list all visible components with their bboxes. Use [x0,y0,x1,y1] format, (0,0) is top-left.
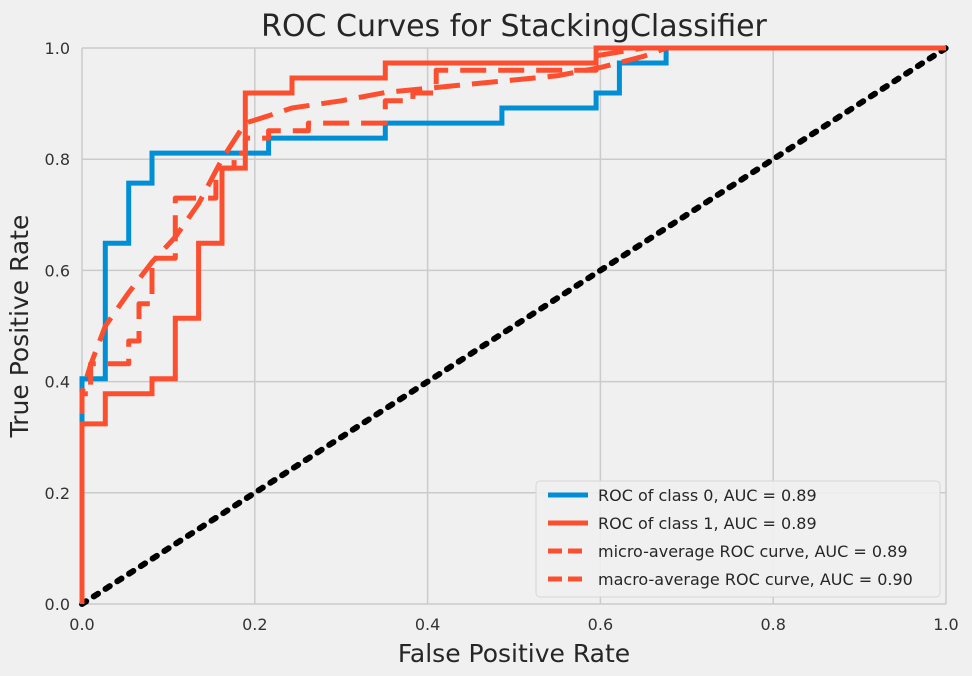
series-line-0 [79,45,946,604]
x-tick-label-1: 0.2 [242,615,267,634]
tick-labels: 0.0 0.2 0.4 0.6 0.8 1.0 0.0 0.2 0.4 0.6 0.8 1.0 [45,39,959,634]
y-tick-label-0: 0.0 [45,595,70,614]
y-axis-title: True Positive Rate [5,215,34,439]
x-axis-title: False Positive Rate [398,639,630,668]
series-line-3 [79,45,946,604]
y-tick-label-1: 0.2 [45,484,70,503]
legend: ROC of class 0, AUC = 0.89 ROC of class 1… [535,480,941,598]
series-line-4 [79,45,949,607]
x-tick-label-5: 1.0 [933,615,958,634]
legend-frame [535,480,941,598]
x-tick-label-2: 0.4 [415,615,440,634]
legend-label-3: macro-average ROC curve, AUC = 0.90 [598,570,913,589]
grid [81,47,947,605]
x-tick-label-0: 0.0 [69,615,94,634]
x-tick-label-4: 0.8 [760,615,785,634]
legend-label-2: micro-average ROC curve, AUC = 0.89 [598,542,908,561]
series-line-2 [79,45,946,604]
y-tick-label-3: 0.6 [45,261,70,280]
legend-label-0: ROC of class 0, AUC = 0.89 [598,486,817,505]
legend-label-1: ROC of class 1, AUC = 0.89 [598,514,817,533]
chart-title: ROC Curves for StackingClassifier [261,9,767,44]
y-tick-label-2: 0.4 [45,373,70,392]
curves [79,45,949,607]
series-line-1 [79,45,946,604]
x-tick-label-3: 0.6 [588,615,613,634]
y-tick-label-5: 1.0 [45,39,70,58]
y-tick-label-4: 0.8 [45,150,70,169]
